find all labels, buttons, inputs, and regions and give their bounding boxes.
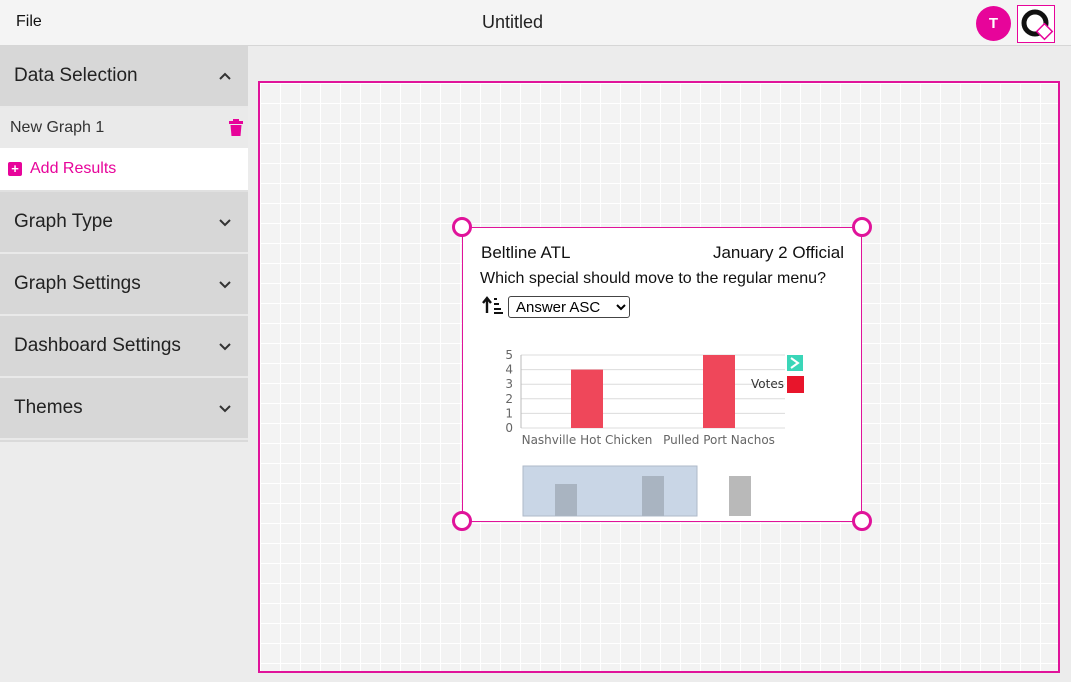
y-tick-label: 1 bbox=[505, 406, 513, 420]
section-label: Graph Type bbox=[14, 211, 113, 232]
app-logo-icon[interactable] bbox=[1017, 5, 1055, 43]
y-tick-label: 5 bbox=[505, 348, 513, 362]
add-results-label: Add Results bbox=[30, 160, 117, 177]
y-tick-label: 3 bbox=[505, 377, 513, 391]
section-data-selection[interactable]: Data Selection bbox=[0, 46, 248, 108]
graph-item-label: New Graph 1 bbox=[10, 119, 105, 136]
graph-list-item[interactable]: New Graph 1 bbox=[0, 108, 248, 148]
chevron-down-icon bbox=[219, 281, 231, 289]
y-tick-label: 2 bbox=[505, 392, 513, 406]
range-selector bbox=[522, 465, 698, 517]
section-label: Graph Settings bbox=[14, 273, 141, 294]
add-results-button[interactable]: + Add Results bbox=[0, 148, 248, 192]
section-label: Themes bbox=[14, 397, 83, 418]
chevron-down-icon bbox=[219, 343, 231, 351]
mini-bar bbox=[555, 484, 577, 516]
legend-swatch bbox=[787, 376, 804, 393]
chevron-right-icon bbox=[790, 357, 800, 369]
legend-nav-icon bbox=[787, 355, 803, 371]
user-avatar[interactable]: T bbox=[976, 6, 1011, 41]
y-tick-label: 4 bbox=[505, 363, 513, 377]
sidebar-divider bbox=[0, 440, 248, 442]
y-tick-label: 0 bbox=[505, 421, 513, 435]
bar bbox=[571, 369, 603, 428]
chevron-up-icon bbox=[219, 72, 231, 80]
resize-handle-bottom-right[interactable] bbox=[852, 511, 872, 531]
bar bbox=[703, 355, 735, 428]
chart-area: 0 1 2 3 4 5 Nashville Hot Chicken Pulled Port N… bbox=[473, 325, 853, 517]
top-bar: File Untitled T bbox=[0, 0, 1071, 46]
resize-handle-top-left[interactable] bbox=[452, 217, 472, 237]
widget-question: Which special should move to the regular… bbox=[480, 270, 826, 287]
widget-date: January 2 Official bbox=[712, 243, 844, 262]
trash-icon[interactable] bbox=[228, 119, 244, 137]
resize-handle-top-right[interactable] bbox=[852, 217, 872, 237]
widget-title: Beltline ATL bbox=[481, 243, 571, 262]
section-graph-type[interactable]: Graph Type bbox=[0, 192, 248, 254]
section-themes[interactable]: Themes bbox=[0, 378, 248, 440]
section-label: Data Selection bbox=[14, 65, 138, 86]
sort-ascending-icon[interactable] bbox=[481, 295, 505, 315]
resize-handle-bottom-left[interactable] bbox=[452, 511, 472, 531]
legend-label: Votes bbox=[751, 377, 784, 391]
sort-order-select[interactable]: Answer ASC bbox=[508, 296, 630, 318]
x-tick-label: Nashville Hot Chicken bbox=[522, 433, 653, 447]
file-menu[interactable]: File bbox=[16, 13, 42, 30]
chevron-down-icon bbox=[219, 405, 231, 413]
x-tick-label: Pulled Port Nachos bbox=[663, 433, 775, 447]
chevron-down-icon bbox=[219, 219, 231, 227]
graph-widget[interactable]: Beltline ATL January 2 Official Which sp… bbox=[462, 227, 862, 522]
section-dashboard-settings[interactable]: Dashboard Settings bbox=[0, 316, 248, 378]
section-label: Dashboard Settings bbox=[14, 335, 181, 356]
document-title[interactable]: Untitled bbox=[481, 12, 544, 32]
mini-bar bbox=[729, 476, 751, 516]
sidebar: Data Selection New Graph 1 + Add Results… bbox=[0, 46, 248, 682]
plus-square-icon: + bbox=[8, 162, 22, 176]
section-graph-settings[interactable]: Graph Settings bbox=[0, 254, 248, 316]
mini-bar bbox=[642, 476, 664, 516]
